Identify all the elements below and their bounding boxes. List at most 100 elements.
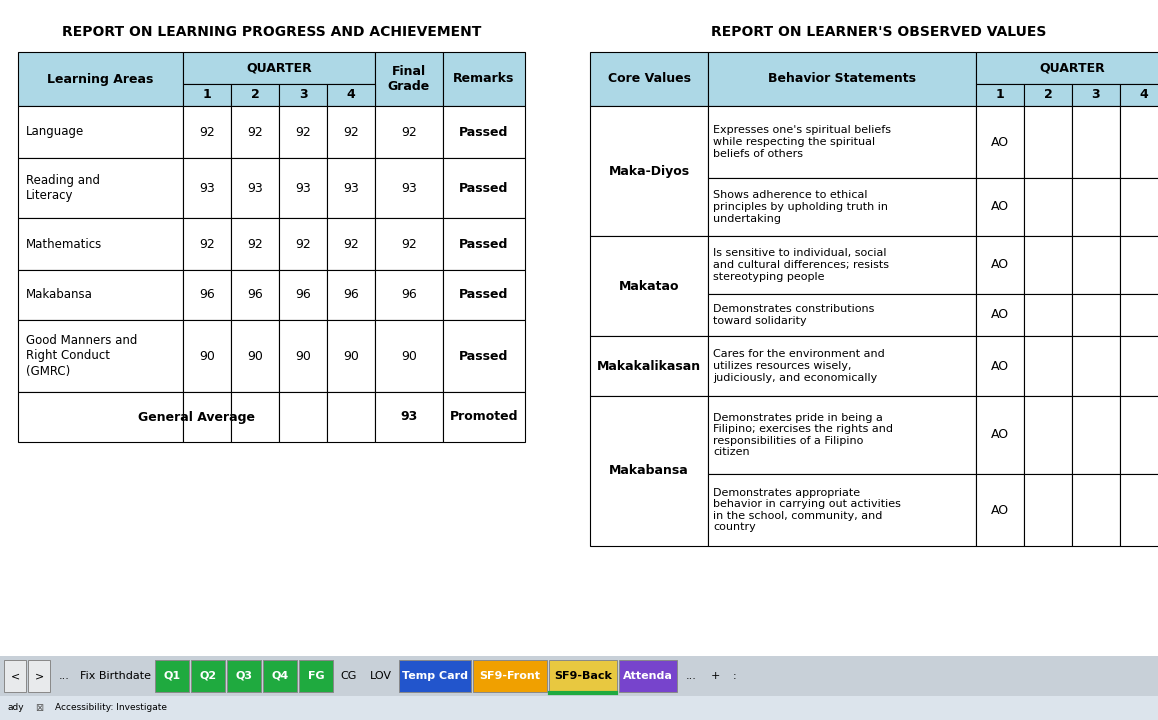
Text: Cares for the environment and
utilizes resources wisely,
judiciously, and econom: Cares for the environment and utilizes r… <box>713 349 885 382</box>
Bar <box>1072 396 1120 474</box>
Text: 92: 92 <box>199 238 215 251</box>
Bar <box>976 178 1024 236</box>
Text: CG: CG <box>340 671 357 681</box>
Bar <box>1120 236 1158 294</box>
Text: 1: 1 <box>203 89 212 102</box>
Bar <box>1072 474 1120 546</box>
Bar <box>444 270 525 320</box>
Text: Makabansa: Makabansa <box>609 464 689 477</box>
Bar <box>183 84 230 106</box>
Bar <box>327 270 375 320</box>
Bar <box>19 52 183 106</box>
Bar <box>1072 294 1120 336</box>
Bar <box>279 320 327 392</box>
Bar <box>183 218 230 270</box>
Bar <box>227 660 261 692</box>
Bar <box>230 218 279 270</box>
Bar <box>1072 106 1120 178</box>
Text: :: : <box>733 671 736 681</box>
Bar <box>1024 236 1072 294</box>
Text: QUARTER: QUARTER <box>1039 61 1105 74</box>
Text: 92: 92 <box>401 238 417 251</box>
Text: Behavior Statements: Behavior Statements <box>768 73 916 86</box>
Text: +: + <box>710 671 719 681</box>
Text: Maka-Diyos: Maka-Diyos <box>608 164 689 178</box>
Bar <box>335 660 362 692</box>
Bar <box>976 336 1024 396</box>
Text: 90: 90 <box>199 349 215 362</box>
Bar <box>1120 294 1158 336</box>
Text: Core Values: Core Values <box>608 73 690 86</box>
Bar <box>183 320 230 392</box>
Bar <box>589 52 708 106</box>
Bar <box>279 158 327 218</box>
Bar <box>279 392 327 442</box>
Bar <box>589 236 708 336</box>
Bar <box>1024 336 1072 396</box>
Text: SF9-Front: SF9-Front <box>479 671 541 681</box>
Text: Makatao: Makatao <box>618 279 680 292</box>
Text: 93: 93 <box>247 181 263 194</box>
Text: General Average: General Average <box>138 410 255 423</box>
Bar <box>365 660 397 692</box>
Text: Passed: Passed <box>460 125 508 138</box>
Bar <box>19 392 183 442</box>
Bar <box>183 270 230 320</box>
Bar <box>327 158 375 218</box>
Bar <box>327 84 375 106</box>
Bar <box>327 320 375 392</box>
Bar <box>444 158 525 218</box>
Text: 96: 96 <box>247 289 263 302</box>
Text: Passed: Passed <box>460 238 508 251</box>
Text: Q1: Q1 <box>163 671 181 681</box>
Bar <box>1120 178 1158 236</box>
Text: 4: 4 <box>346 89 356 102</box>
Bar <box>1120 336 1158 396</box>
Bar <box>472 660 547 692</box>
Text: Fix Birthdate: Fix Birthdate <box>80 671 151 681</box>
Text: Q2: Q2 <box>199 671 217 681</box>
Text: 92: 92 <box>247 238 263 251</box>
Bar <box>19 218 183 270</box>
Bar <box>1120 396 1158 474</box>
Text: Passed: Passed <box>460 289 508 302</box>
Text: Remarks: Remarks <box>453 73 514 86</box>
Bar <box>1072 84 1120 106</box>
Text: 92: 92 <box>247 125 263 138</box>
Text: Makakalikasan: Makakalikasan <box>596 359 701 372</box>
Text: ⊠: ⊠ <box>35 703 43 713</box>
Bar <box>375 218 444 270</box>
Text: Accessibility: Investigate: Accessibility: Investigate <box>54 703 167 713</box>
Bar <box>549 660 617 692</box>
Bar <box>976 294 1024 336</box>
Text: 1: 1 <box>996 89 1004 102</box>
Bar <box>1024 294 1072 336</box>
Bar <box>444 320 525 392</box>
Text: QUARTER: QUARTER <box>247 61 312 74</box>
Bar <box>375 320 444 392</box>
Bar <box>19 158 183 218</box>
Text: AO: AO <box>991 135 1009 148</box>
Bar <box>1024 474 1072 546</box>
Bar <box>0 656 1158 696</box>
Text: Demonstrates constributions
toward solidarity: Demonstrates constributions toward solid… <box>713 304 874 325</box>
Bar <box>3 660 25 692</box>
Bar <box>1024 396 1072 474</box>
Text: Q3: Q3 <box>235 671 252 681</box>
Bar <box>708 294 976 336</box>
Text: 90: 90 <box>295 349 312 362</box>
Bar <box>444 106 525 158</box>
Text: AO: AO <box>991 503 1009 516</box>
Text: REPORT ON LEARNER'S OBSERVED VALUES: REPORT ON LEARNER'S OBSERVED VALUES <box>711 25 1047 39</box>
Text: 92: 92 <box>343 238 359 251</box>
Text: AO: AO <box>991 428 1009 441</box>
Bar <box>1024 106 1072 178</box>
Bar <box>1120 106 1158 178</box>
Text: 90: 90 <box>247 349 263 362</box>
Text: 93: 93 <box>401 410 418 423</box>
Text: ...: ... <box>686 671 696 681</box>
Text: 2: 2 <box>250 89 259 102</box>
Text: Language: Language <box>25 125 85 138</box>
Bar <box>279 106 327 158</box>
Text: 93: 93 <box>295 181 310 194</box>
